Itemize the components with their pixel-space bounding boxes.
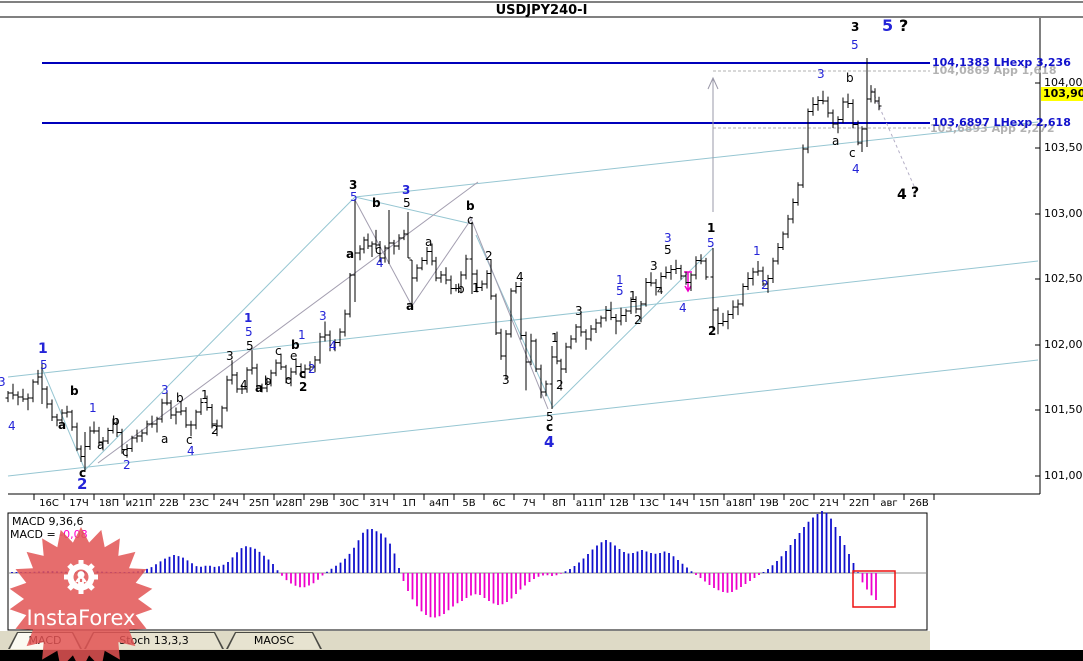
trend-line <box>354 121 1039 198</box>
trend-line <box>41 367 86 471</box>
tab-label: MAOSC 12,36,6 <box>253 634 295 661</box>
indicator-tab-bar: MACD 9,36,6 Stoch 13,3,3 (80%-20%) MAOSC… <box>0 631 930 661</box>
axis-ticks <box>33 82 1040 500</box>
trend-line <box>7 359 1039 477</box>
logo-text: InstaForex <box>27 606 136 630</box>
price-bars <box>5 58 882 472</box>
trend-line <box>84 196 356 471</box>
instaforex-logo: InstaForex <box>9 527 153 661</box>
trend-line <box>354 196 473 225</box>
tab-face <box>228 633 320 649</box>
trend-line <box>411 217 473 307</box>
macd-panel-border <box>7 512 928 631</box>
trend-line <box>97 181 479 464</box>
logo-gear-icon <box>64 560 98 594</box>
tab-maosc[interactable]: MAOSC 12,36,6 <box>226 632 322 661</box>
trend-line <box>354 199 413 307</box>
highlight-box <box>852 570 896 608</box>
chart-axes <box>8 18 1041 495</box>
trend-line <box>7 260 1039 378</box>
sell-marker-icon <box>684 271 692 293</box>
window-bottom-border <box>0 650 1083 661</box>
trend-line <box>469 215 549 410</box>
tab-label: Stoch 13,3,3 (80%-20%) <box>119 634 189 661</box>
title-bar-borders <box>0 1 1083 18</box>
macd-histogram-negative <box>281 573 877 618</box>
arrowhead-icon <box>707 76 719 90</box>
